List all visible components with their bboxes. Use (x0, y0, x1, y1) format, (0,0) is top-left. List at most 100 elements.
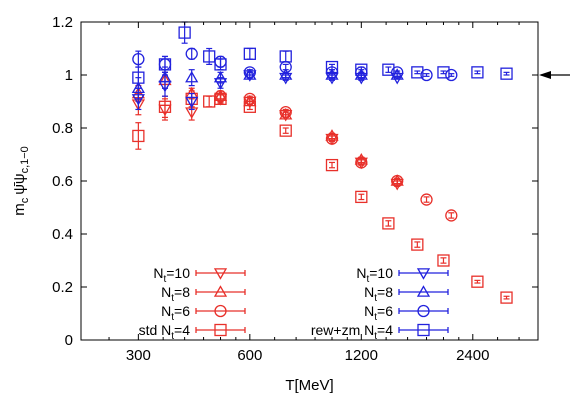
x-tick-label: 1200 (345, 347, 378, 364)
legend-prefix: N (153, 265, 163, 281)
data-point (445, 209, 458, 222)
legend-entry: Nt=6 (161, 303, 246, 323)
legend-label: Nt=6 (364, 303, 393, 323)
axis-ticks: 300 600 1200 2400 0 0.2 0.4 0.6 0.8 1 1.2 (52, 14, 538, 364)
legend-entry: rew+zm Nt=4 (311, 322, 449, 342)
data-point (279, 109, 293, 122)
legend-marker (213, 285, 228, 297)
data-point (178, 26, 191, 39)
data-point (158, 104, 172, 117)
legend-subscript: t (171, 331, 174, 342)
data-point (325, 133, 339, 146)
legend-prefix: std N (139, 322, 172, 338)
y-axis-label: mc ψ̄ψc,1−0 (11, 146, 31, 216)
legend-label: Nt=10 (356, 265, 393, 285)
data-point (411, 238, 424, 251)
data-point (471, 275, 484, 288)
legend-marker (416, 268, 431, 280)
data-point (420, 193, 433, 206)
reference-arrow-head (539, 71, 551, 79)
series-std-triangle-down (131, 92, 404, 191)
data-point (243, 96, 257, 109)
legend-marker (214, 323, 227, 337)
data-point (382, 217, 395, 230)
legend-value: =8 (174, 284, 190, 300)
data-point (325, 72, 339, 85)
data-point (437, 66, 450, 79)
legend-prefix: N (356, 265, 366, 281)
legend-prefix: N (161, 303, 171, 319)
legend-value: =10 (166, 265, 190, 281)
legend-label: Nt=8 (161, 284, 190, 304)
y-tick-label: 1.2 (52, 14, 73, 31)
data-point (243, 94, 257, 107)
legend-value: =4 (174, 322, 190, 338)
legend-entry: std Nt=4 (139, 322, 246, 342)
legend-value: =10 (369, 265, 393, 281)
legend-label: Nt=8 (364, 284, 393, 304)
legend-label: Nt=6 (161, 303, 190, 323)
legend-marker (213, 268, 228, 280)
data-point (243, 70, 257, 82)
y-label-m: m (11, 203, 28, 216)
legend-subscript: t (374, 293, 377, 304)
data-point (445, 68, 458, 82)
series-rew-triangle-up (131, 66, 404, 100)
data-point (214, 55, 227, 68)
data-point (420, 68, 433, 82)
legend-subscript: t (163, 274, 166, 285)
y-tick-label: 0.8 (52, 120, 73, 137)
chart-marks (131, 21, 513, 304)
series-std-circle (214, 90, 458, 222)
data-point (500, 67, 513, 80)
legend-subscript: t (374, 312, 377, 323)
data-point (279, 72, 293, 85)
y-tick-label: 0.4 (52, 226, 73, 243)
data-point (500, 291, 513, 304)
data-point (185, 70, 199, 83)
y-label-c: c (19, 197, 31, 203)
legend-subscript: t (374, 331, 377, 342)
legend-marker (416, 285, 431, 297)
legend-entry: Nt=10 (356, 265, 449, 285)
x-tick-label: 2400 (456, 347, 489, 364)
y-tick-label: 1 (65, 67, 73, 84)
series-rew-triangle-down (131, 70, 404, 111)
data-point (390, 178, 404, 191)
legend-value: =8 (377, 284, 393, 300)
plot-frame (80, 21, 539, 341)
x-tick-label: 600 (237, 347, 262, 364)
y-tick-label: 0.2 (52, 279, 73, 296)
data-point (325, 158, 339, 172)
legend-prefix: rew+zm N (311, 322, 374, 338)
legend-subscript: t (366, 274, 369, 285)
legend-marker (417, 304, 430, 318)
data-point (355, 190, 368, 204)
legend-value: =6 (377, 303, 393, 319)
data-point (132, 52, 145, 66)
data-point (279, 107, 293, 120)
data-point (243, 68, 257, 80)
legend-value: =6 (174, 303, 190, 319)
legend-subscript: t (171, 312, 174, 323)
data-point (411, 66, 424, 79)
data-point (382, 63, 395, 76)
data-point (158, 80, 172, 93)
legend-prefix: N (364, 284, 374, 300)
legend-marker (417, 323, 430, 337)
data-point (185, 47, 198, 60)
legend-label: rew+zm Nt=4 (311, 322, 393, 342)
y-label-psi: ψ̄ψ (11, 173, 28, 194)
legend-entry: Nt=8 (364, 284, 449, 304)
data-point (471, 66, 484, 79)
data-point (279, 124, 292, 137)
legend-marker (214, 304, 227, 318)
legend-prefix: N (364, 303, 374, 319)
legend-subscript: t (171, 293, 174, 304)
data-point (213, 94, 228, 106)
legend-prefix: N (161, 284, 171, 300)
legend-label: Nt=10 (153, 265, 190, 285)
x-axis-label: T[MeV] (285, 377, 333, 394)
